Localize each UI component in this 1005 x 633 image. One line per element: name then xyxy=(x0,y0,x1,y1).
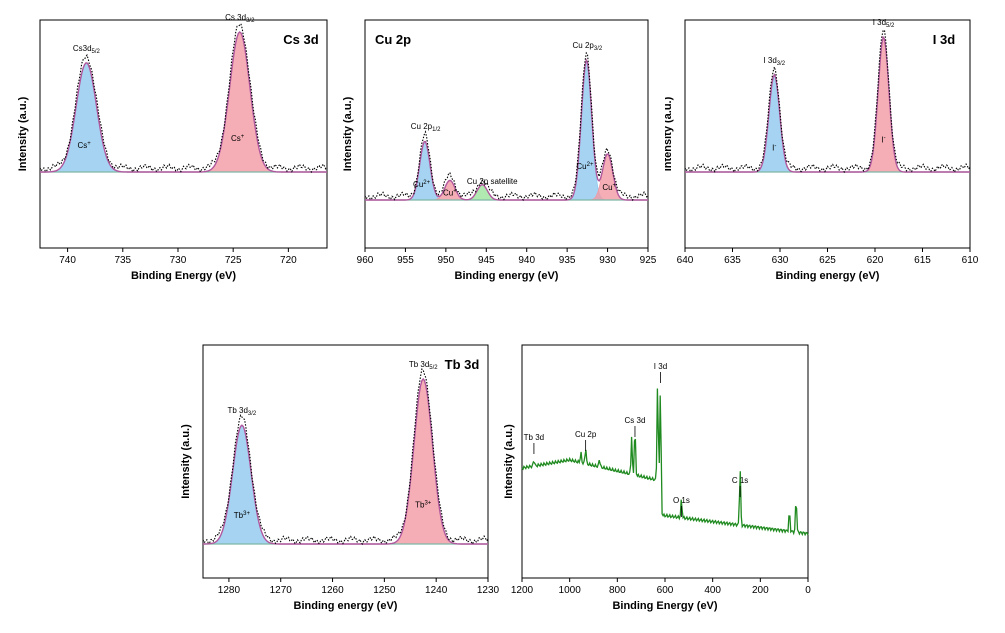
x-tick-label: 955 xyxy=(397,255,414,266)
peak-label: Tb 3d5/2 xyxy=(409,360,438,371)
peak-label: Tb 3d3/2 xyxy=(227,406,256,417)
peak-species-label: Cu+ xyxy=(443,189,457,198)
envelope-fit xyxy=(40,31,327,173)
x-tick-label: 620 xyxy=(867,255,884,266)
x-tick-label: 1230 xyxy=(477,585,500,596)
raw-data xyxy=(684,29,971,174)
peak-species-label: Cs+ xyxy=(78,141,92,150)
cu2p-panel: 960 955 950 945 940 935 930 925 Binding energy (… xyxy=(335,0,665,290)
peak-label: Cs3d5/2 xyxy=(73,44,101,55)
panel-title: Tb 3d xyxy=(445,357,480,372)
x-tick-label: 930 xyxy=(599,255,616,266)
panel-title: Cu 2p xyxy=(375,32,411,47)
panel-title: Cs 3d xyxy=(283,32,318,47)
cs3d-chart: 740 735 730 725 720 Binding Energy (eV) Intens… xyxy=(17,13,328,282)
cu2p-chart: 960 955 950 945 940 935 930 925 Binding energy (… xyxy=(342,19,657,282)
x-tick-label: 635 xyxy=(724,255,741,266)
x-tick-label: 925 xyxy=(640,255,657,266)
peak-1 xyxy=(685,73,970,173)
raw-data xyxy=(364,51,649,202)
x-tick-label: 615 xyxy=(914,255,931,266)
x-tick-label: 1270 xyxy=(270,585,293,596)
x-tick-label: 1200 xyxy=(511,585,534,596)
survey-chart: 1200 1000 800 600 400 200 0 Binding Energy (eV)… xyxy=(503,344,811,612)
plot-frame xyxy=(684,19,971,249)
x-tick-label: 1250 xyxy=(373,585,396,596)
x-tick-label: 1260 xyxy=(321,585,344,596)
peak-species-label: I- xyxy=(881,135,885,144)
y-axis-label: Intensity (a.u.) xyxy=(17,96,29,171)
x-tick-label: 800 xyxy=(609,585,626,596)
x-tick-label: 200 xyxy=(752,585,769,596)
x-tick-label: 1280 xyxy=(218,585,241,596)
x-tick-label: 725 xyxy=(225,255,242,266)
peak-species-label: Cu+ xyxy=(602,183,616,192)
x-axis-label: Binding Energy (eV) xyxy=(612,600,717,612)
survey-panel: 1200 1000 800 600 400 200 0 Binding Energy (eV)… xyxy=(500,330,820,628)
x-tick-label: 940 xyxy=(518,255,535,266)
element-label: I 3d xyxy=(654,362,667,371)
y-axis-label: Intensity (a.u.) xyxy=(503,424,515,499)
element-label: C 1s xyxy=(732,476,748,485)
x-tick-label: 945 xyxy=(478,255,495,266)
envelope-fit xyxy=(365,58,648,201)
x-tick-label: 1000 xyxy=(559,585,582,596)
peak-1 xyxy=(203,424,488,545)
plot-frame xyxy=(364,19,649,249)
peak-label: I 3d3/2 xyxy=(763,56,785,67)
peak-label: Cs 3d3/2 xyxy=(225,13,255,24)
peak-species-label: Cs+ xyxy=(231,134,245,143)
x-tick-label: 960 xyxy=(357,255,374,266)
tb3d-panel: 1280 1270 1260 1250 1240 1230 Binding energy (… xyxy=(175,330,505,628)
x-tick-label: 600 xyxy=(657,585,674,596)
cs3d-panel: 740 735 730 725 720 Binding Energy (eV) Intens… xyxy=(0,0,335,290)
x-tick-label: 610 xyxy=(962,255,979,266)
peak-species-label: Tb3+ xyxy=(234,511,251,520)
x-tick-label: 630 xyxy=(772,255,789,266)
x-tick-label: 735 xyxy=(114,255,131,266)
y-axis-label: Intensity (a.u.) xyxy=(665,96,674,171)
x-tick-label: 720 xyxy=(280,255,297,266)
x-axis-label: Binding Energy (eV) xyxy=(131,270,236,282)
peak-label: I 3d5/2 xyxy=(873,18,895,29)
i3d-panel: 640 635 630 625 620 615 610 Binding energy (eV)… xyxy=(662,0,1005,290)
y-axis-label: Intensity (a.u.) xyxy=(180,424,192,499)
i3d-chart: 640 635 630 625 620 615 610 Binding energy (eV)… xyxy=(662,18,979,282)
survey-spectrum xyxy=(521,388,809,537)
peak-species-label: Cu2+ xyxy=(413,180,431,189)
x-tick-label: 625 xyxy=(819,255,836,266)
peak-label: Cu 2p3/2 xyxy=(573,41,603,52)
envelope-fit xyxy=(685,35,970,173)
peak-species-label: I- xyxy=(772,144,776,153)
element-label: O 1s xyxy=(673,496,690,505)
x-axis-label: Binding energy (eV) xyxy=(294,600,398,612)
peak-2 xyxy=(685,36,970,173)
x-tick-label: 400 xyxy=(704,585,721,596)
x-tick-label: 935 xyxy=(559,255,576,266)
panel-title: I 3d xyxy=(933,32,955,47)
peak-label: Cu 2p1/2 xyxy=(411,122,441,133)
raw-data xyxy=(39,22,328,174)
element-label: Cs 3d xyxy=(625,416,646,425)
x-axis-label: Binding energy (eV) xyxy=(455,270,559,282)
x-axis-label: Binding energy (eV) xyxy=(776,270,880,282)
peak-species-label: Tb3+ xyxy=(415,501,432,510)
y-axis-label: Intensity (a.u.) xyxy=(342,96,354,171)
x-tick-label: 0 xyxy=(805,585,811,596)
x-tick-label: 1240 xyxy=(425,585,448,596)
x-tick-label: 730 xyxy=(170,255,187,266)
x-tick-label: 950 xyxy=(438,255,455,266)
peak-species-label: Cu2+ xyxy=(576,162,594,171)
raw-data xyxy=(202,368,489,546)
peak-1 xyxy=(40,62,327,173)
x-tick-label: 740 xyxy=(59,255,76,266)
x-tick-label: 640 xyxy=(677,255,694,266)
peak-label: Cu 2p satellite xyxy=(467,177,518,186)
tb3d-chart: 1280 1270 1260 1250 1240 1230 Binding energy (… xyxy=(180,344,500,612)
element-label: Cu 2p xyxy=(575,430,597,439)
element-label: Tb 3d xyxy=(524,433,544,442)
plot-frame xyxy=(39,19,328,249)
plot-frame xyxy=(202,344,489,579)
